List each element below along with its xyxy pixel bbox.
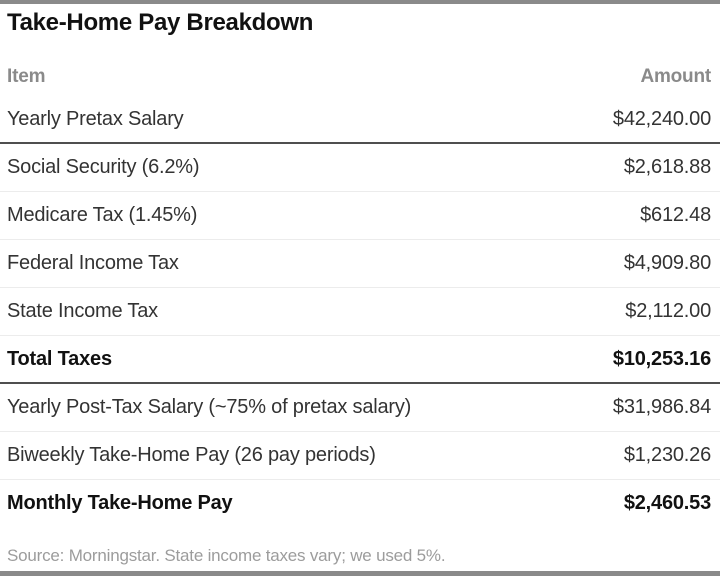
row-item-label: Yearly Pretax Salary	[7, 107, 184, 130]
row-item-label: Yearly Post-Tax Salary (~75% of pretax s…	[7, 396, 412, 418]
row-amount-value: $31,986.84	[612, 396, 711, 418]
top-rule	[0, 0, 720, 4]
row-amount-value: $612.48	[640, 204, 711, 226]
row-amount-value: $2,460.53	[623, 492, 711, 514]
table-row-total-taxes: Total Taxes $10,253.16	[0, 336, 720, 384]
row-amount-value: $2,618.88	[623, 156, 711, 178]
table-row-biweekly-take-home-pay: Biweekly Take-Home Pay (26 pay periods) …	[0, 432, 720, 480]
source-note: Source: Morningstar. State income taxes …	[7, 546, 446, 565]
row-item-label: Federal Income Tax	[7, 252, 179, 274]
row-item-label: Total Taxes	[7, 347, 112, 370]
row-amount-value: $1,230.26	[623, 444, 711, 466]
table-header: Item Amount	[7, 66, 711, 88]
table-body: Yearly Pretax Salary $42,240.00 Social S…	[0, 96, 720, 527]
table-row-monthly-take-home-pay: Monthly Take-Home Pay $2,460.53	[0, 480, 720, 527]
column-header-amount: Amount	[640, 66, 711, 87]
row-amount-value: $4,909.80	[623, 252, 711, 274]
row-item-label: State Income Tax	[7, 300, 158, 322]
table-row-social-security: Social Security (6.2%) $2,618.88	[0, 144, 720, 192]
row-item-label: Biweekly Take-Home Pay (26 pay periods)	[7, 444, 376, 466]
table-row-medicare-tax: Medicare Tax (1.45%) $612.48	[0, 192, 720, 240]
row-amount-value: $10,253.16	[612, 347, 711, 370]
table-row-state-income-tax: State Income Tax $2,112.00	[0, 288, 720, 336]
row-item-label: Medicare Tax (1.45%)	[7, 204, 198, 226]
table-row-federal-income-tax: Federal Income Tax $4,909.80	[0, 240, 720, 288]
row-amount-value: $42,240.00	[612, 107, 711, 130]
page-title: Take-Home Pay Breakdown	[7, 9, 314, 36]
row-item-label: Monthly Take-Home Pay	[7, 492, 233, 514]
row-item-label: Social Security (6.2%)	[7, 156, 200, 178]
row-amount-value: $2,112.00	[625, 300, 711, 322]
bottom-rule	[0, 571, 720, 576]
table-row-yearly-post-tax-salary: Yearly Post-Tax Salary (~75% of pretax s…	[0, 384, 720, 432]
column-header-item: Item	[7, 66, 46, 87]
table-row-yearly-pretax-salary: Yearly Pretax Salary $42,240.00	[0, 96, 720, 144]
